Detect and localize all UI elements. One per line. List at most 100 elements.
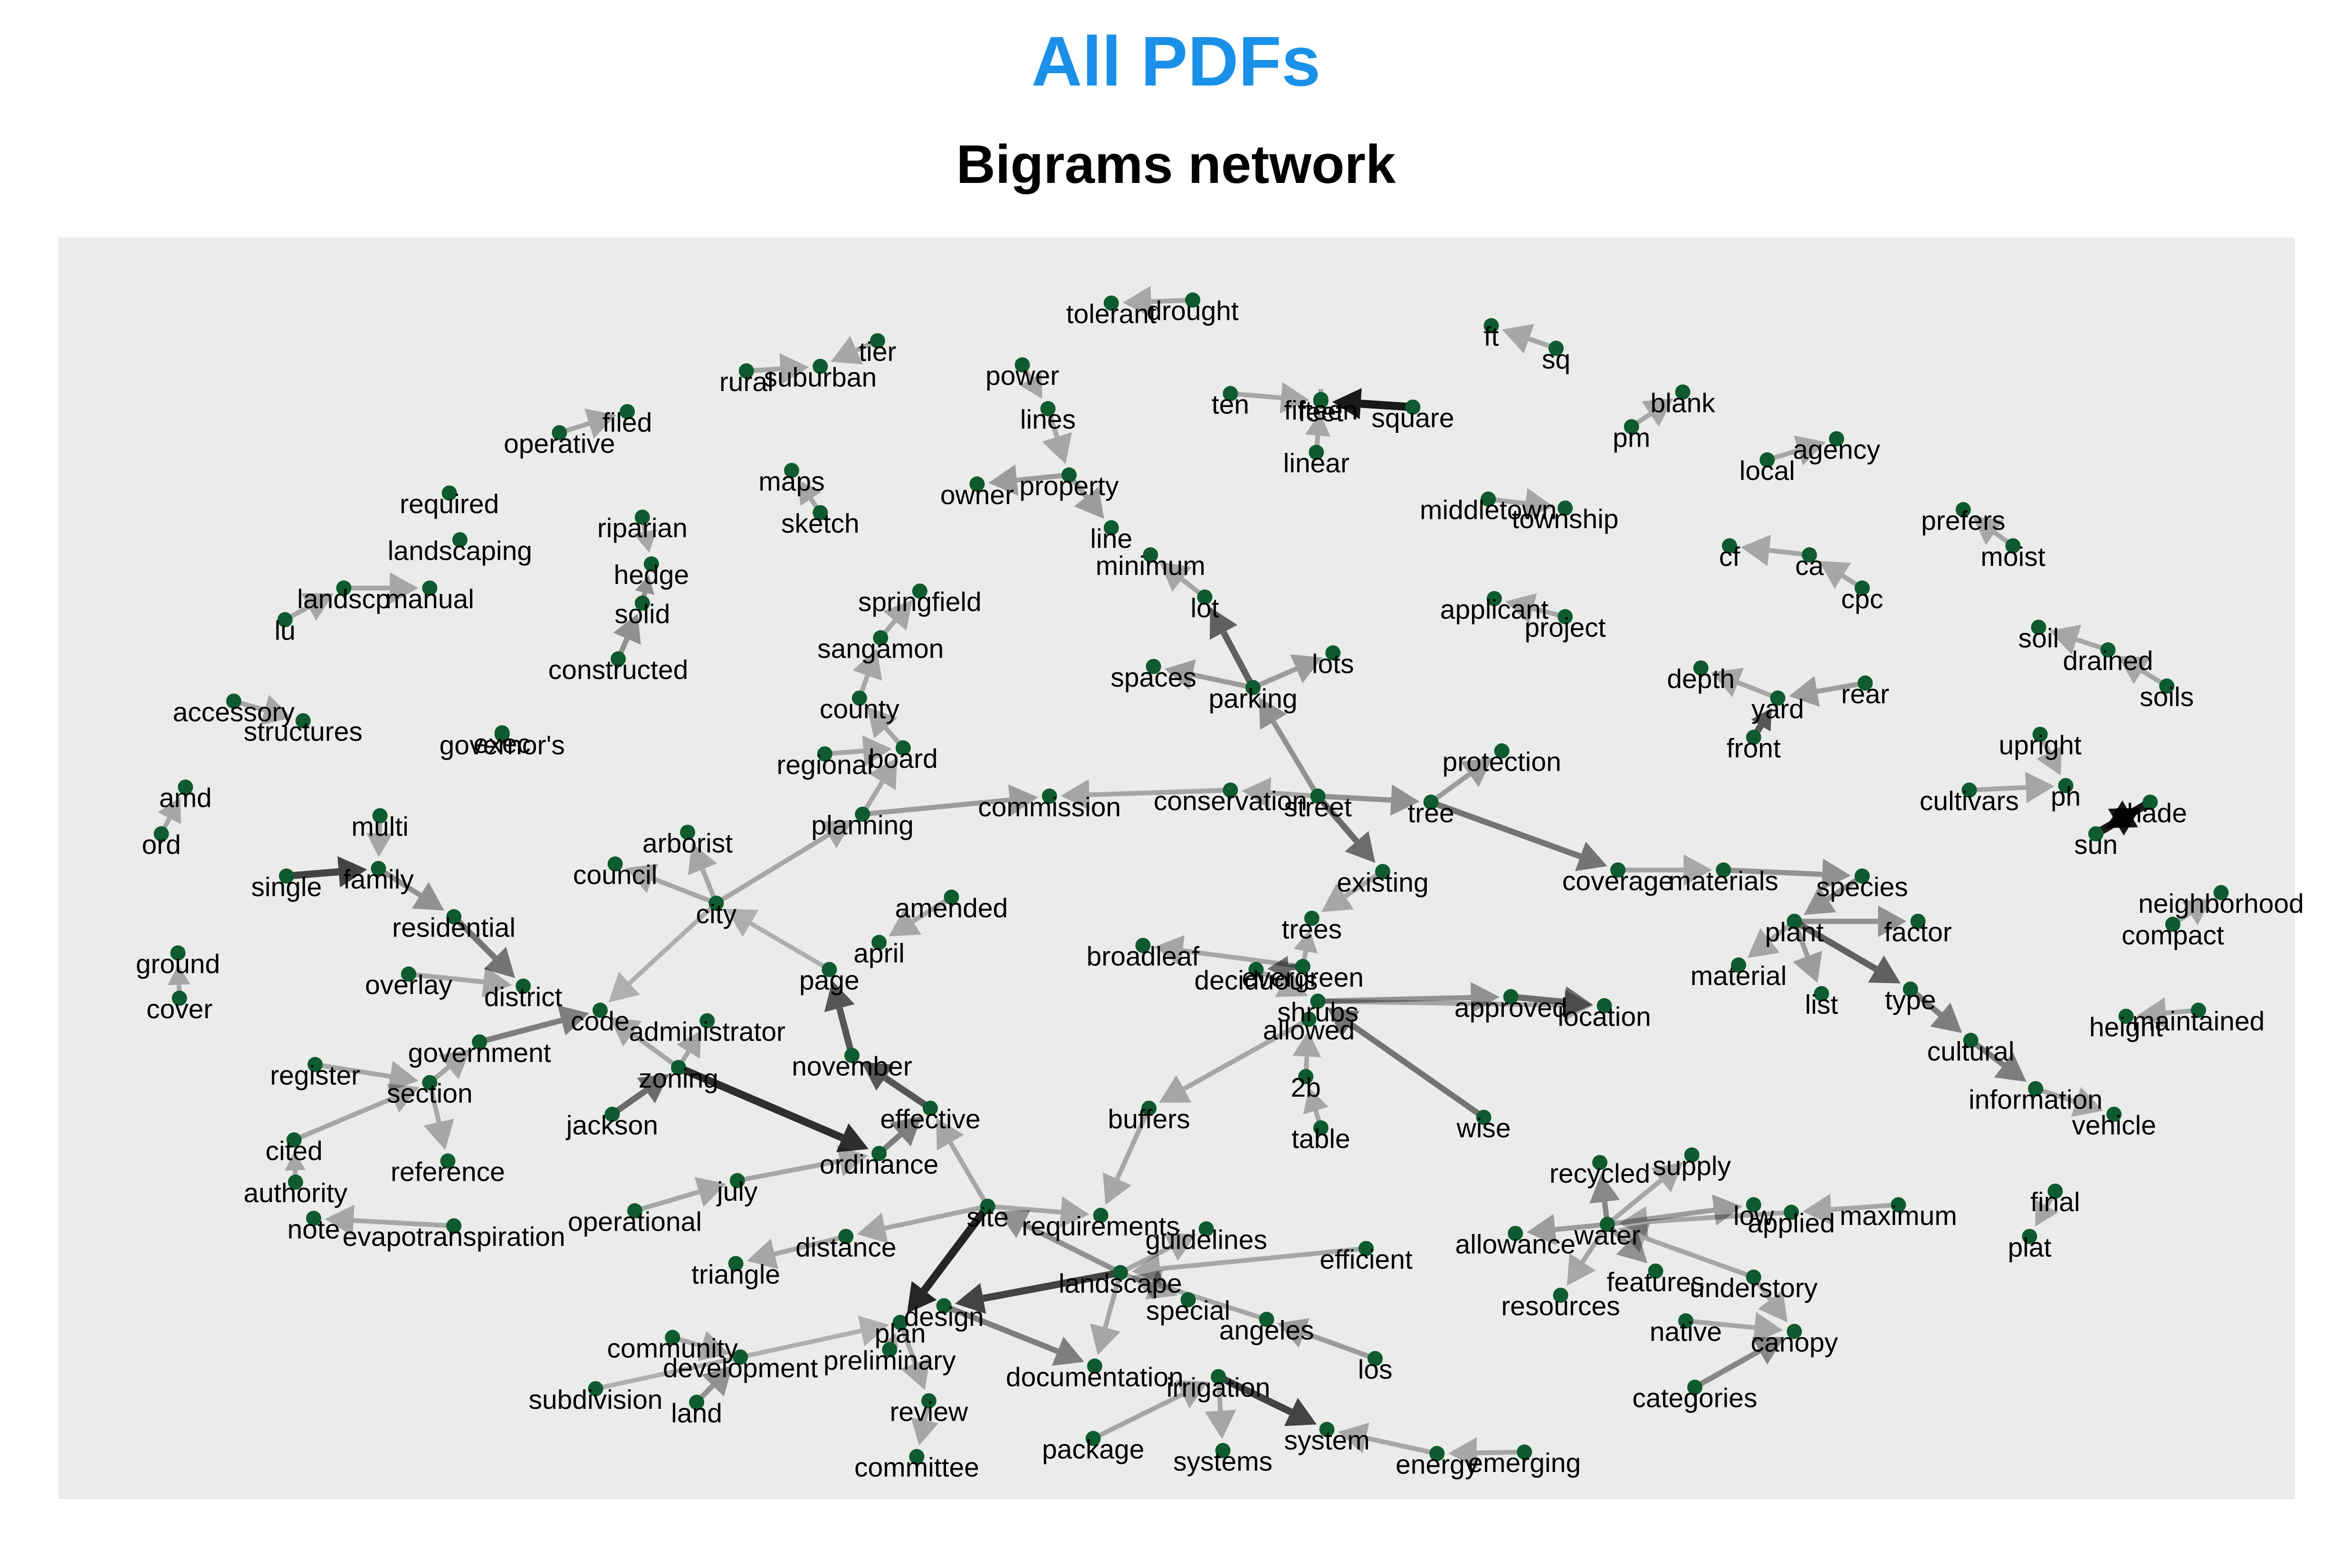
edge-line: [736, 1158, 841, 1183]
node-ca: [1802, 547, 1817, 563]
node-spaces: [1146, 659, 1161, 674]
node-label-guidelines: guidelines: [1145, 1225, 1267, 1255]
edge-line: [1647, 1210, 1792, 1224]
edge-arrowhead: [1567, 1253, 1596, 1286]
edge-line: [749, 921, 831, 972]
node-label-sun: sun: [2074, 830, 2118, 860]
edge-planning-commission: [862, 784, 1038, 817]
node-label-drained: drained: [2063, 646, 2153, 676]
edge-line: [1119, 1244, 1172, 1275]
node-page: [822, 962, 837, 977]
edge-package-irrigation: [1092, 1380, 1208, 1441]
edge-zoning-code: [609, 1017, 680, 1070]
edge-line: [1606, 1178, 1663, 1226]
edge-arrowhead: [168, 964, 191, 985]
node-street: [1310, 788, 1326, 804]
node-project: [1557, 609, 1573, 624]
node-city: [708, 895, 724, 911]
edge-arrowhead: [862, 735, 892, 767]
node-label-soils: soils: [2140, 682, 2194, 712]
edge-arrowhead: [1802, 1194, 1833, 1225]
node-ph: [2058, 778, 2074, 794]
node-label-wise: wise: [1456, 1113, 1511, 1144]
node-governors: [494, 727, 510, 742]
edge-arrowhead: [1804, 886, 1836, 915]
edge-arrowhead: [1209, 607, 1238, 640]
node-cultivars: [1961, 782, 1977, 798]
edge-arrowhead: [1145, 1270, 1178, 1300]
edges-layer: [158, 286, 2212, 1469]
edge-line: [478, 1017, 563, 1045]
edge-arrowhead: [2049, 624, 2082, 655]
edge-line: [628, 901, 718, 985]
node-solid: [634, 595, 650, 611]
edge-angeles-landscape: [1131, 1270, 1268, 1322]
edge-line: [1318, 794, 1391, 803]
edge-landscape-design: [955, 1269, 1121, 1314]
edge-arrowhead: [1303, 1087, 1329, 1115]
edge-line: [1555, 1222, 1608, 1232]
node-vehicle: [2106, 1107, 2122, 1122]
edge-arrowhead: [1267, 956, 1290, 979]
edge-line: [774, 1234, 847, 1257]
edge-arrowhead: [1618, 1206, 1648, 1238]
edge-line: [677, 1064, 844, 1141]
edge-arrowhead: [1292, 1031, 1321, 1058]
edge-tree-protection: [1429, 757, 1493, 804]
edge-arrowhead: [1277, 1318, 1310, 1348]
node-label-planning: planning: [811, 810, 914, 841]
node-november: [844, 1048, 860, 1063]
edge-arrowhead: [1794, 435, 1826, 466]
node-amd: [178, 779, 193, 795]
edge-line: [353, 1218, 454, 1228]
node-label-cf: cf: [1719, 542, 1740, 572]
edge-water-low: [1607, 1194, 1742, 1227]
node-label-development: development: [663, 1353, 818, 1383]
node-riparian: [634, 509, 650, 525]
node-operative: [552, 425, 567, 440]
node-applicant: [1486, 591, 1502, 606]
node-local: [1759, 452, 1775, 468]
node-label-suburban: suburban: [764, 362, 877, 392]
edge-irrigation-system: [1216, 1373, 1317, 1426]
edge-arrowhead: [1345, 831, 1376, 863]
node-review: [921, 1393, 937, 1409]
edge-arrowhead: [1751, 1337, 1785, 1365]
edge-arrowhead: [1523, 488, 1554, 519]
node-label-administrator: administrator: [629, 1017, 785, 1047]
node-materials: [1716, 862, 1731, 878]
node-label-zoning: zoning: [639, 1063, 718, 1094]
edge-arrowhead: [1122, 286, 1152, 317]
node-label-ft: ft: [1484, 322, 1499, 352]
node-special: [1180, 1292, 1196, 1308]
node-label-note: note: [287, 1214, 340, 1244]
edge-line: [1477, 1449, 1525, 1455]
node-county: [851, 690, 867, 706]
node-label-effective: effective: [880, 1104, 980, 1135]
node-line: [1103, 520, 1119, 535]
node-documentation: [1087, 1358, 1102, 1374]
edge-line: [1115, 1107, 1151, 1180]
node-board: [895, 740, 911, 756]
edge-line: [293, 1096, 394, 1142]
edge-arrowhead: [484, 947, 516, 978]
node-lu: [277, 612, 293, 628]
node-site: [980, 1198, 995, 1214]
node-categories: [1687, 1379, 1702, 1395]
edge-line: [1092, 1392, 1184, 1441]
edge-arrowhead: [1618, 1223, 1651, 1253]
node-blank: [1675, 384, 1691, 400]
node-label-plan: plan: [875, 1318, 926, 1348]
node-required: [441, 485, 457, 501]
node-label-county: county: [820, 694, 899, 724]
edge-arrowhead: [301, 593, 334, 621]
node-understory: [1746, 1269, 1761, 1285]
edge-arrowhead: [824, 980, 855, 1013]
node-label-operative: operative: [504, 429, 615, 459]
node-label-prefers: prefers: [1921, 506, 2005, 536]
edge-arrowhead: [635, 575, 655, 595]
edge-ten-feet: [1230, 382, 1310, 414]
edge-arrowhead: [1176, 1380, 1208, 1409]
node-cpc: [1855, 580, 1870, 596]
edge-line: [1303, 1330, 1376, 1361]
